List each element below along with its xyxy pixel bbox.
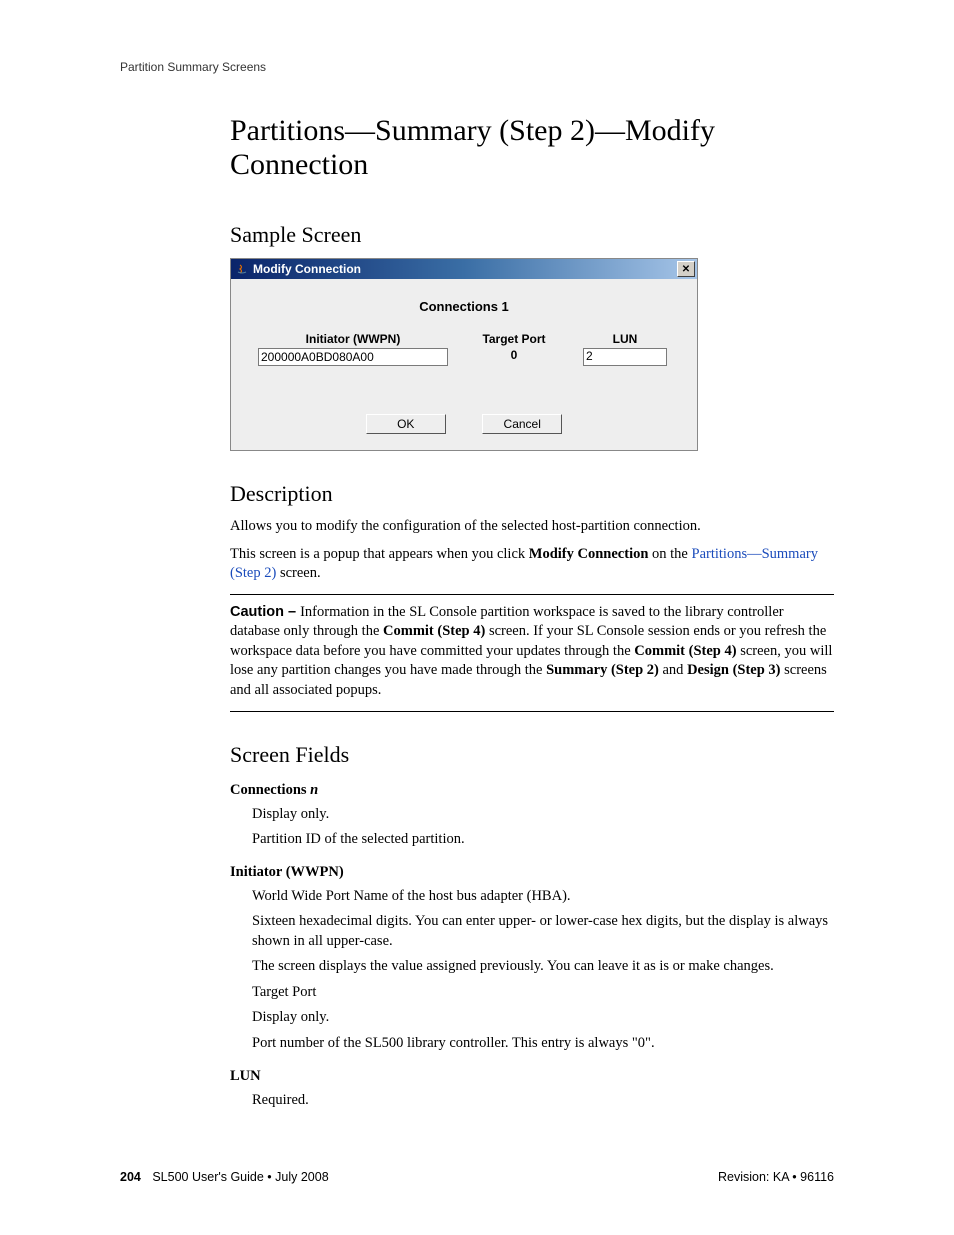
- target-port-label: Target Port: [463, 332, 565, 346]
- field-connections-label: Connections n: [230, 782, 834, 799]
- target-port-value: 0: [463, 348, 565, 362]
- ok-button[interactable]: OK: [366, 414, 446, 434]
- description-p2: This screen is a popup that appears when…: [230, 545, 834, 584]
- page-footer: 204 SL500 User's Guide • July 2008 Revis…: [120, 1170, 834, 1184]
- footer-left: SL500 User's Guide • July 2008: [152, 1170, 328, 1184]
- caution-rule-top: [230, 594, 834, 595]
- connections-label: Connections 1: [237, 299, 691, 314]
- caution-text: Caution – Information in the SL Console …: [230, 603, 834, 701]
- field-lun-l1: Required.: [252, 1091, 834, 1111]
- sample-screen-heading: Sample Screen: [230, 222, 834, 248]
- modify-connection-dialog: Modify Connection ✕ Connections 1 Initia…: [230, 258, 698, 451]
- dialog-title: Modify Connection: [253, 262, 677, 276]
- description-heading: Description: [230, 481, 834, 507]
- dialog-titlebar: Modify Connection ✕: [231, 259, 697, 279]
- field-initiator-l4: Target Port: [252, 983, 834, 1003]
- field-lun-label: LUN: [230, 1068, 834, 1085]
- page-header: Partition Summary Screens: [120, 60, 834, 74]
- lun-input[interactable]: 2: [583, 348, 667, 366]
- field-initiator-l2: Sixteen hexadecimal digits. You can ente…: [252, 912, 834, 951]
- lun-label: LUN: [565, 332, 685, 346]
- field-initiator-l3: The screen displays the value assigned p…: [252, 957, 834, 977]
- java-icon: [235, 262, 249, 276]
- page-number: 204: [120, 1170, 141, 1184]
- caution-rule-bottom: [230, 711, 834, 712]
- initiator-label: Initiator (WWPN): [243, 332, 463, 346]
- cancel-button[interactable]: Cancel: [482, 414, 562, 434]
- field-connections-l2: Partition ID of the selected partition.: [252, 830, 834, 850]
- description-p1: Allows you to modify the configuration o…: [230, 517, 834, 537]
- field-connections-l1: Display only.: [252, 805, 834, 825]
- page-title: Partitions—Summary (Step 2)—Modify Conne…: [230, 114, 834, 182]
- field-initiator-l6: Port number of the SL500 library control…: [252, 1034, 834, 1054]
- close-icon[interactable]: ✕: [677, 261, 695, 277]
- footer-right: Revision: KA • 96116: [718, 1170, 834, 1184]
- field-initiator-label: Initiator (WWPN): [230, 864, 834, 881]
- field-initiator-l1: World Wide Port Name of the host bus ada…: [252, 887, 834, 907]
- initiator-wwpn-input[interactable]: [258, 348, 448, 366]
- screen-fields-heading: Screen Fields: [230, 742, 834, 768]
- field-initiator-l5: Display only.: [252, 1008, 834, 1028]
